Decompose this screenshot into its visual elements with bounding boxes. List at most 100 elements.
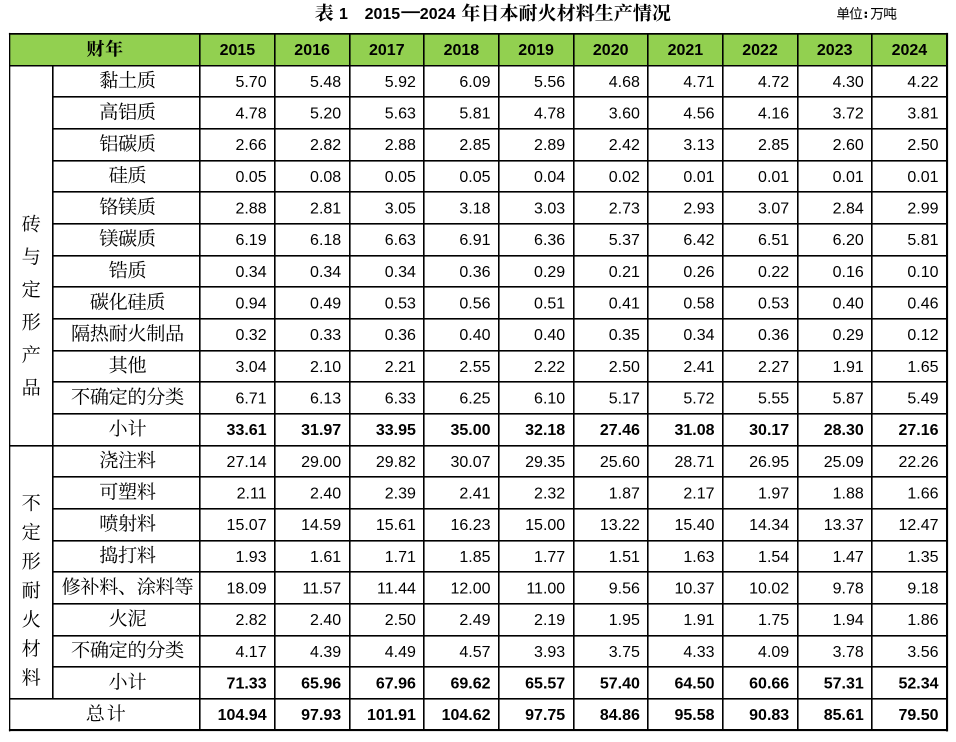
svg-text:5.63: 5.63 <box>385 106 416 123</box>
svg-text:1.87: 1.87 <box>609 486 640 503</box>
svg-text:4.30: 4.30 <box>833 74 864 91</box>
svg-text:0.35: 0.35 <box>609 327 640 344</box>
svg-text:5.56: 5.56 <box>534 74 565 91</box>
svg-text:0.53: 0.53 <box>385 296 416 313</box>
svg-text:2.41: 2.41 <box>683 359 714 376</box>
svg-text:6.71: 6.71 <box>235 391 266 408</box>
svg-text:0.04: 0.04 <box>534 169 565 186</box>
svg-text:85.61: 85.61 <box>824 707 864 724</box>
svg-text:4.09: 4.09 <box>758 644 789 661</box>
svg-text:10.02: 10.02 <box>749 581 789 598</box>
svg-text:3.72: 3.72 <box>833 106 864 123</box>
svg-text:6.09: 6.09 <box>459 74 490 91</box>
svg-text:1.97: 1.97 <box>758 486 789 503</box>
svg-text:2.49: 2.49 <box>459 612 490 629</box>
svg-text:10.37: 10.37 <box>674 581 714 598</box>
svg-text:1.77: 1.77 <box>534 549 565 566</box>
svg-text:3.78: 3.78 <box>833 644 864 661</box>
svg-text:15.40: 15.40 <box>674 517 714 534</box>
svg-text:2.55: 2.55 <box>459 359 490 376</box>
svg-text:1.35: 1.35 <box>907 549 938 566</box>
svg-text:2.73: 2.73 <box>609 201 640 218</box>
svg-text:2015: 2015 <box>365 6 401 23</box>
svg-text:2.50: 2.50 <box>907 137 938 154</box>
svg-text:0.16: 0.16 <box>833 264 864 281</box>
svg-text:1.91: 1.91 <box>833 359 864 376</box>
svg-text:5.49: 5.49 <box>907 391 938 408</box>
svg-text:67.96: 67.96 <box>376 676 416 693</box>
svg-text:2.22: 2.22 <box>534 359 565 376</box>
svg-text:90.83: 90.83 <box>749 707 789 724</box>
svg-text:64.50: 64.50 <box>674 676 714 693</box>
svg-text:0.34: 0.34 <box>385 264 416 281</box>
svg-text:4.49: 4.49 <box>385 644 416 661</box>
svg-text:15.07: 15.07 <box>227 517 267 534</box>
svg-text:0.32: 0.32 <box>235 327 266 344</box>
svg-text:0.36: 0.36 <box>385 327 416 344</box>
svg-text:4.71: 4.71 <box>683 74 714 91</box>
svg-text:14.34: 14.34 <box>749 517 789 534</box>
svg-text:2017: 2017 <box>369 42 405 59</box>
svg-text:13.22: 13.22 <box>600 517 640 534</box>
svg-text:2016: 2016 <box>294 42 330 59</box>
svg-text:2.17: 2.17 <box>683 486 714 503</box>
svg-text:2.85: 2.85 <box>758 137 789 154</box>
svg-text:2015: 2015 <box>220 42 256 59</box>
svg-text:2024: 2024 <box>892 42 928 59</box>
svg-text:1.63: 1.63 <box>683 549 714 566</box>
svg-text:4.22: 4.22 <box>907 74 938 91</box>
svg-text:30.17: 30.17 <box>749 422 789 439</box>
svg-text:0.12: 0.12 <box>907 327 938 344</box>
svg-text:1.65: 1.65 <box>907 359 938 376</box>
svg-text:0.33: 0.33 <box>310 327 341 344</box>
svg-text:0.53: 0.53 <box>758 296 789 313</box>
svg-text:1.54: 1.54 <box>758 549 789 566</box>
svg-text:0.29: 0.29 <box>833 327 864 344</box>
svg-text:0.34: 0.34 <box>310 264 341 281</box>
svg-text:71.33: 71.33 <box>227 676 267 693</box>
svg-text:0.58: 0.58 <box>683 296 714 313</box>
svg-text:4.16: 4.16 <box>758 106 789 123</box>
svg-text:11.57: 11.57 <box>302 581 341 598</box>
svg-text:57.40: 57.40 <box>600 676 640 693</box>
svg-text:31.08: 31.08 <box>674 422 714 439</box>
svg-text:97.93: 97.93 <box>301 707 341 724</box>
svg-text:6.19: 6.19 <box>235 232 266 249</box>
svg-text:2.60: 2.60 <box>833 137 864 154</box>
svg-text:0.51: 0.51 <box>534 296 565 313</box>
svg-text:9.78: 9.78 <box>833 581 864 598</box>
svg-text:5.92: 5.92 <box>385 74 416 91</box>
svg-text:14.59: 14.59 <box>301 517 341 534</box>
svg-text:3.03: 3.03 <box>534 201 565 218</box>
svg-text:2019: 2019 <box>518 42 554 59</box>
svg-text:1: 1 <box>339 6 348 23</box>
svg-text:3.18: 3.18 <box>459 201 490 218</box>
svg-text:2.11: 2.11 <box>237 486 267 503</box>
svg-text:12.47: 12.47 <box>898 517 938 534</box>
svg-text:2.66: 2.66 <box>235 137 266 154</box>
svg-text:0.36: 0.36 <box>459 264 490 281</box>
svg-text:0.46: 0.46 <box>907 296 938 313</box>
svg-text:11.44: 11.44 <box>377 581 416 598</box>
svg-text:5.17: 5.17 <box>609 391 640 408</box>
svg-text:4.78: 4.78 <box>534 106 565 123</box>
svg-text:57.31: 57.31 <box>824 676 864 693</box>
svg-text:29.35: 29.35 <box>525 454 565 471</box>
svg-text:1.66: 1.66 <box>907 486 938 503</box>
svg-text:1.61: 1.61 <box>310 549 341 566</box>
svg-text:0.01: 0.01 <box>683 169 714 186</box>
svg-text:33.95: 33.95 <box>376 422 416 439</box>
svg-text:2.19: 2.19 <box>534 612 565 629</box>
svg-text:0.05: 0.05 <box>235 169 266 186</box>
svg-text:1.91: 1.91 <box>683 612 714 629</box>
svg-text:31.97: 31.97 <box>301 422 341 439</box>
svg-text:27.14: 27.14 <box>227 454 267 471</box>
svg-text:0.21: 0.21 <box>609 264 640 281</box>
svg-text:2.42: 2.42 <box>609 137 640 154</box>
svg-text:30.07: 30.07 <box>450 454 490 471</box>
svg-text:3.60: 3.60 <box>609 106 640 123</box>
svg-text:2.40: 2.40 <box>310 612 341 629</box>
svg-text:95.58: 95.58 <box>674 707 714 724</box>
svg-text:1.75: 1.75 <box>758 612 789 629</box>
svg-text:1.95: 1.95 <box>609 612 640 629</box>
